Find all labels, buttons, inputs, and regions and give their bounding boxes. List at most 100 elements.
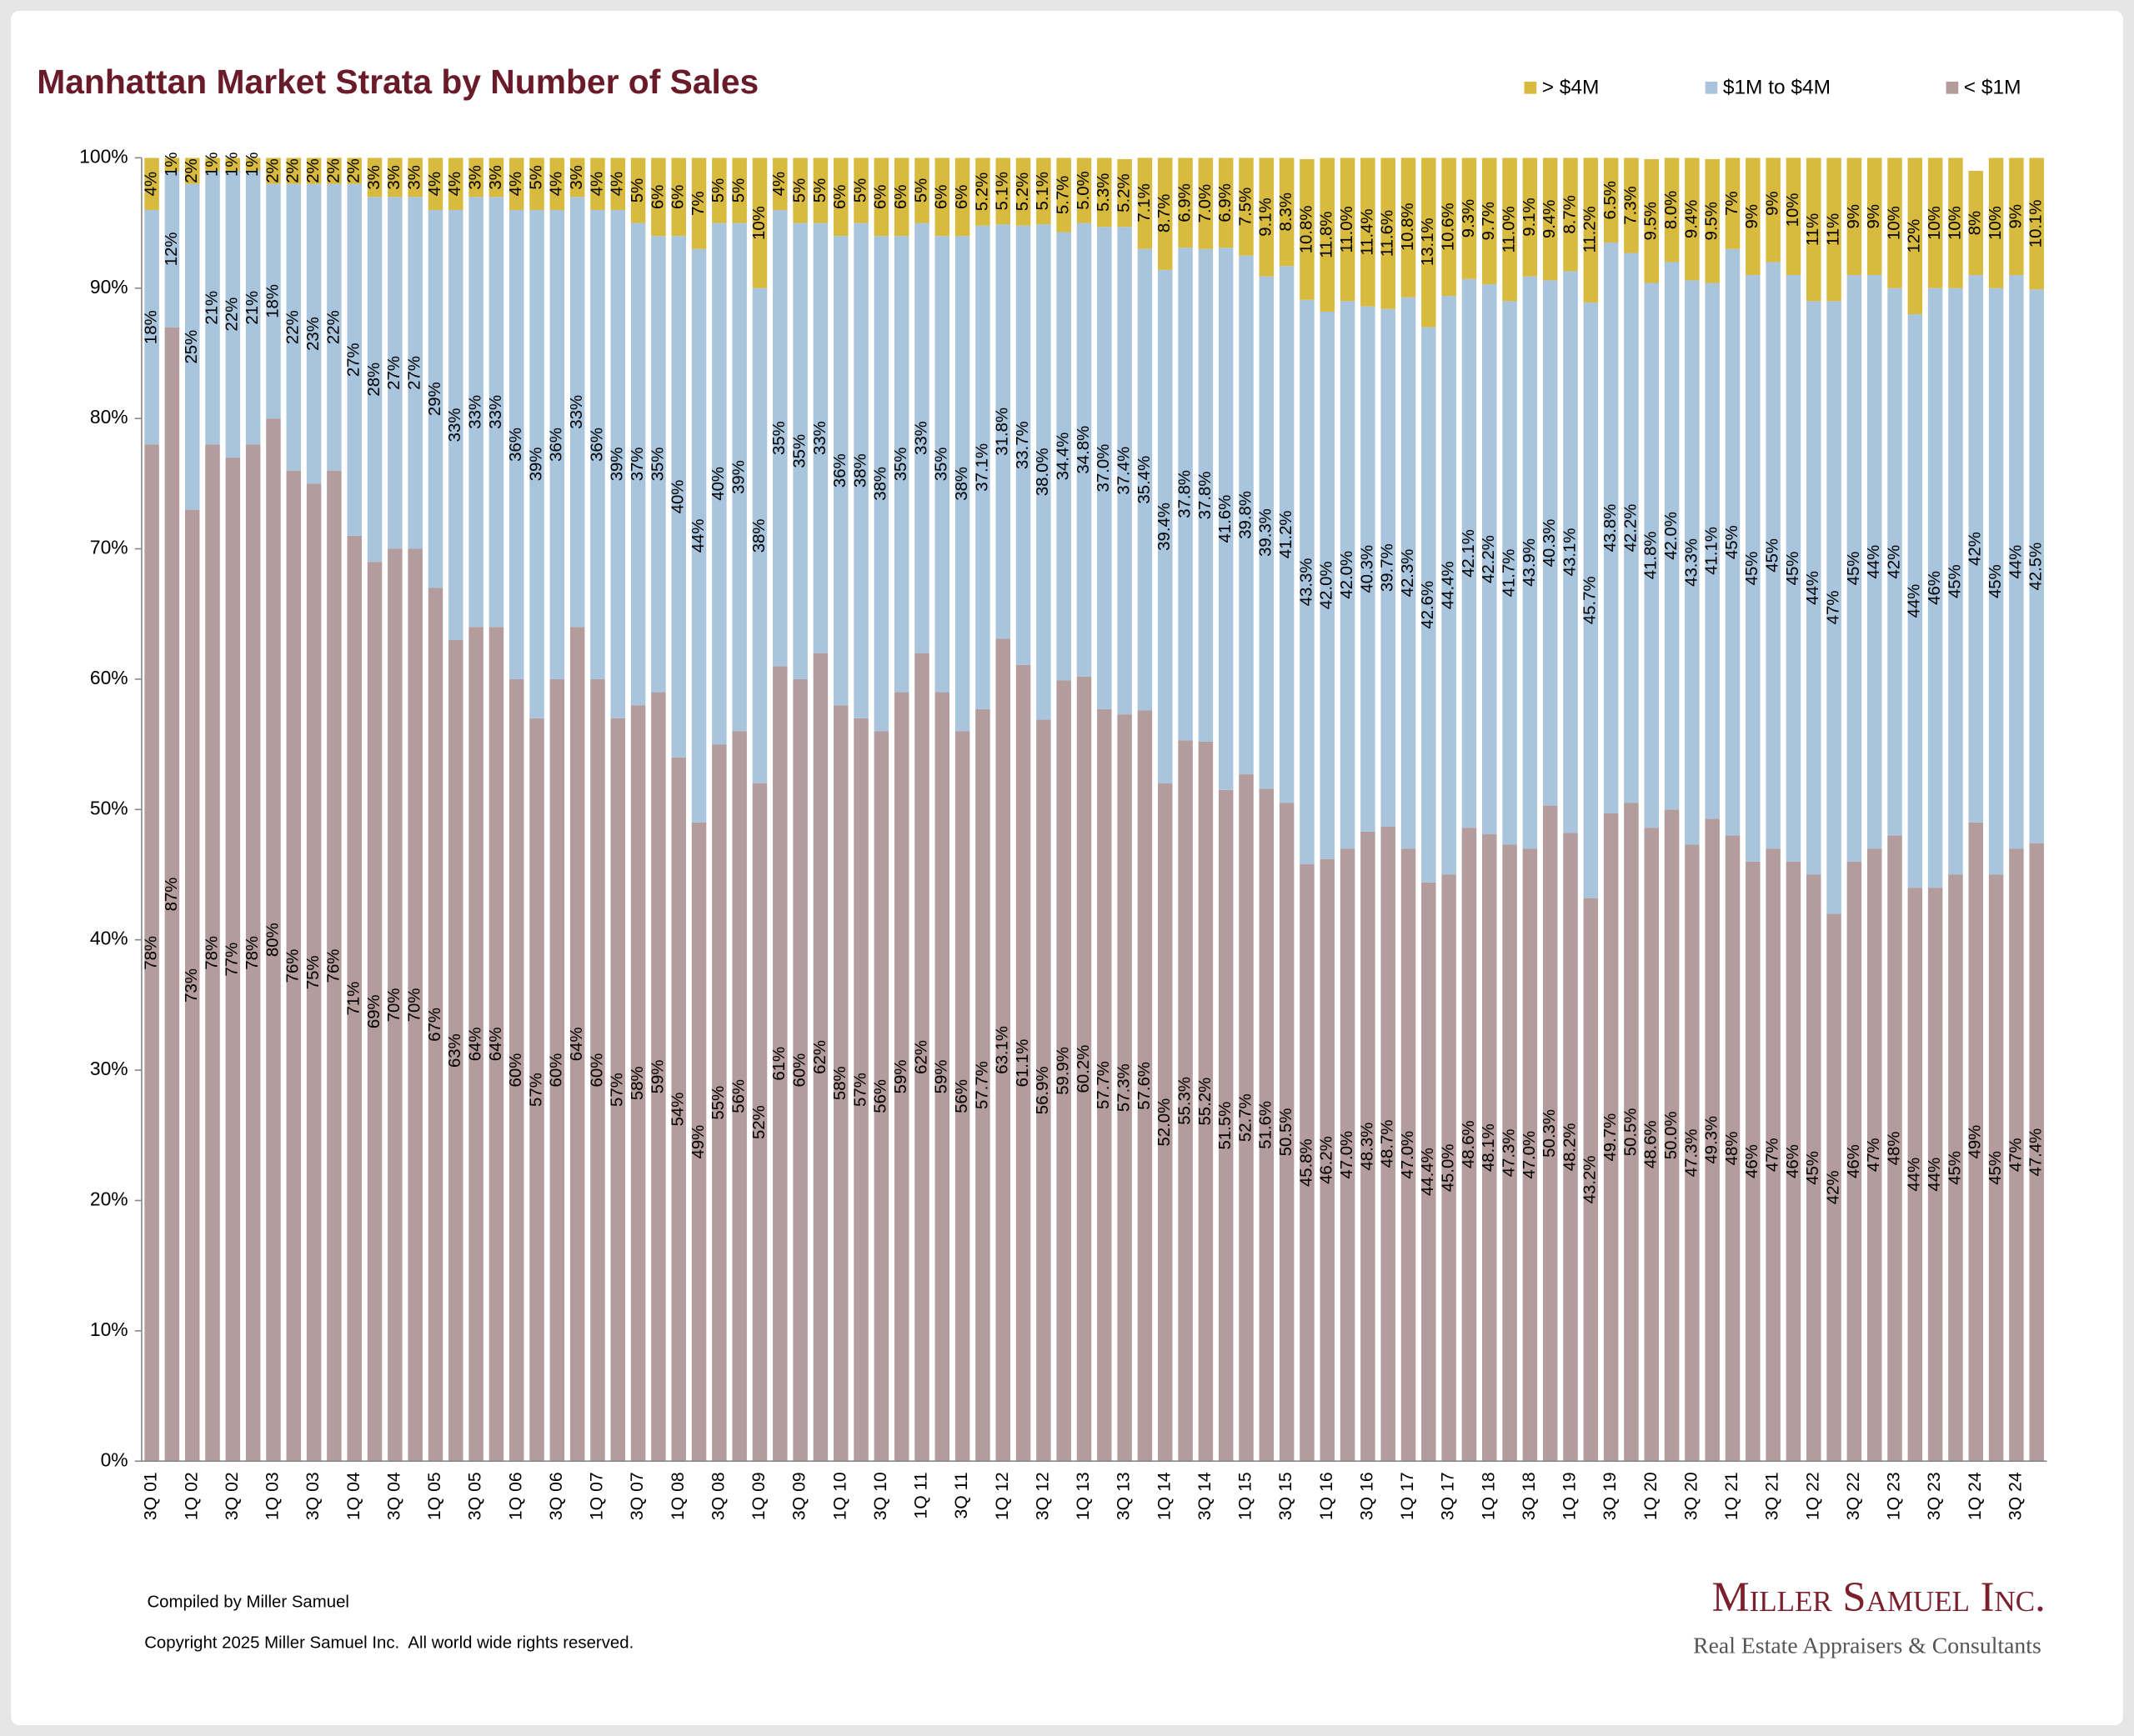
- data-label: 6%: [953, 185, 971, 209]
- bar-segment: [590, 158, 605, 210]
- bar-segment: [1076, 158, 1092, 223]
- x-tick-label: 1Q 16: [1317, 1472, 1336, 1520]
- data-label: 75%: [304, 955, 323, 989]
- data-label: 45%: [1986, 564, 2005, 598]
- bar-segment: [610, 158, 626, 210]
- data-label: 2%: [324, 158, 343, 183]
- data-label: 9%: [1845, 204, 1863, 228]
- bar-segment: [549, 209, 565, 679]
- data-label: 76%: [324, 949, 343, 983]
- bar-segment: [164, 158, 180, 172]
- data-label: 4%: [588, 172, 606, 196]
- data-label: 64%: [487, 1027, 505, 1061]
- bar-segment: [1056, 680, 1071, 1462]
- y-tick-label: 40%: [90, 928, 128, 949]
- x-tick-label: 3Q 13: [1115, 1472, 1134, 1520]
- y-tick-label: 30%: [90, 1058, 128, 1079]
- data-label: 77%: [223, 943, 242, 977]
- data-label: 40.3%: [1540, 519, 1559, 568]
- data-label: 46%: [1926, 571, 1944, 605]
- bar-segment: [914, 653, 929, 1462]
- bar-segment: [529, 718, 544, 1462]
- bar-segment: [225, 158, 241, 172]
- data-label: 9%: [2006, 204, 2025, 228]
- data-label: 2%: [183, 158, 201, 183]
- bar-segment: [813, 223, 829, 653]
- bar-segment: [1239, 255, 1254, 775]
- data-label: 45.0%: [1440, 1143, 1458, 1192]
- data-label: 44%: [689, 518, 708, 553]
- bar-segment: [1482, 834, 1497, 1462]
- bar-segment: [1239, 774, 1254, 1462]
- bar-segment: [1968, 275, 1984, 823]
- y-tick-label: 60%: [90, 667, 128, 688]
- bar-segment: [1320, 858, 1335, 1462]
- x-tick-label: 3Q 12: [1033, 1472, 1052, 1520]
- data-label: 57%: [527, 1073, 545, 1107]
- data-label: 5.2%: [1115, 173, 1134, 212]
- data-label: 43.3%: [1297, 558, 1315, 606]
- bar-segment: [1907, 888, 1923, 1462]
- bar-segment: [651, 236, 666, 693]
- bar-segment: [1300, 158, 1315, 300]
- bar-segment: [1644, 283, 1660, 828]
- data-label: 10%: [750, 206, 769, 240]
- data-label: 8.3%: [1277, 193, 1295, 231]
- x-tick-label: 3Q 09: [790, 1472, 809, 1520]
- bar-segment: [732, 731, 747, 1462]
- bar-segment: [306, 483, 322, 1462]
- x-tick-label: 3Q 02: [223, 1472, 242, 1520]
- bar-segment: [1664, 809, 1680, 1462]
- data-label: 40%: [669, 480, 688, 514]
- data-label: 47%: [2006, 1138, 2025, 1172]
- bar-segment: [975, 225, 990, 709]
- x-tick-label: 1Q 19: [1560, 1472, 1580, 1520]
- bar-segment: [1380, 308, 1395, 827]
- bar-segment: [2009, 848, 2024, 1462]
- data-label: 62%: [912, 1040, 930, 1074]
- data-label: 70%: [406, 988, 424, 1022]
- bar-segment: [954, 158, 970, 237]
- bar-segment: [1927, 288, 1943, 888]
- data-label: 41.7%: [1500, 549, 1518, 598]
- data-label: 22%: [324, 310, 343, 344]
- data-label: 57.7%: [973, 1061, 991, 1109]
- data-label: 39.7%: [1379, 543, 1397, 592]
- bar-segment: [894, 236, 909, 693]
- data-label: 9.4%: [1682, 200, 1701, 238]
- data-label: 11%: [1824, 213, 1842, 246]
- bar-segment: [732, 158, 747, 223]
- data-label: 47.3%: [1500, 1128, 1518, 1177]
- data-label: 37.8%: [1196, 471, 1215, 519]
- bar-segment: [428, 209, 443, 588]
- data-label: 78%: [142, 936, 160, 970]
- x-tick-label: 1Q 22: [1803, 1472, 1822, 1520]
- bar-segment: [1563, 158, 1578, 272]
- x-tick-label: 1Q 06: [506, 1472, 525, 1520]
- bar-segment: [630, 223, 646, 706]
- bar-segment: [388, 197, 403, 549]
- data-label: 35%: [770, 421, 789, 455]
- bar-segment: [894, 158, 909, 237]
- data-label: 57.7%: [1095, 1061, 1113, 1109]
- data-label: 50.5%: [1277, 1108, 1295, 1156]
- bar-segment: [1786, 861, 1801, 1462]
- x-tick-label: 3Q 06: [547, 1472, 566, 1520]
- bar-segment: [388, 158, 403, 198]
- data-label: 50.3%: [1540, 1109, 1559, 1158]
- bar-segment: [1766, 848, 1781, 1462]
- bar-segment: [205, 171, 220, 445]
- data-label: 41.6%: [1216, 495, 1235, 543]
- data-label: 10%: [1986, 206, 2005, 240]
- y-tick-label: 70%: [90, 537, 128, 558]
- data-label: 56%: [953, 1079, 971, 1113]
- x-tick-label: 3Q 11: [952, 1472, 971, 1518]
- data-label: 5.0%: [1075, 171, 1093, 209]
- data-label: 7.0%: [1196, 184, 1215, 223]
- data-label: 47.0%: [1338, 1131, 1356, 1179]
- bar-segment: [1380, 826, 1395, 1462]
- x-tick-label: 1Q 21: [1722, 1472, 1741, 1520]
- data-label: 42.6%: [1419, 581, 1437, 629]
- bar-segment: [1786, 158, 1801, 276]
- bar-segment: [1502, 301, 1517, 845]
